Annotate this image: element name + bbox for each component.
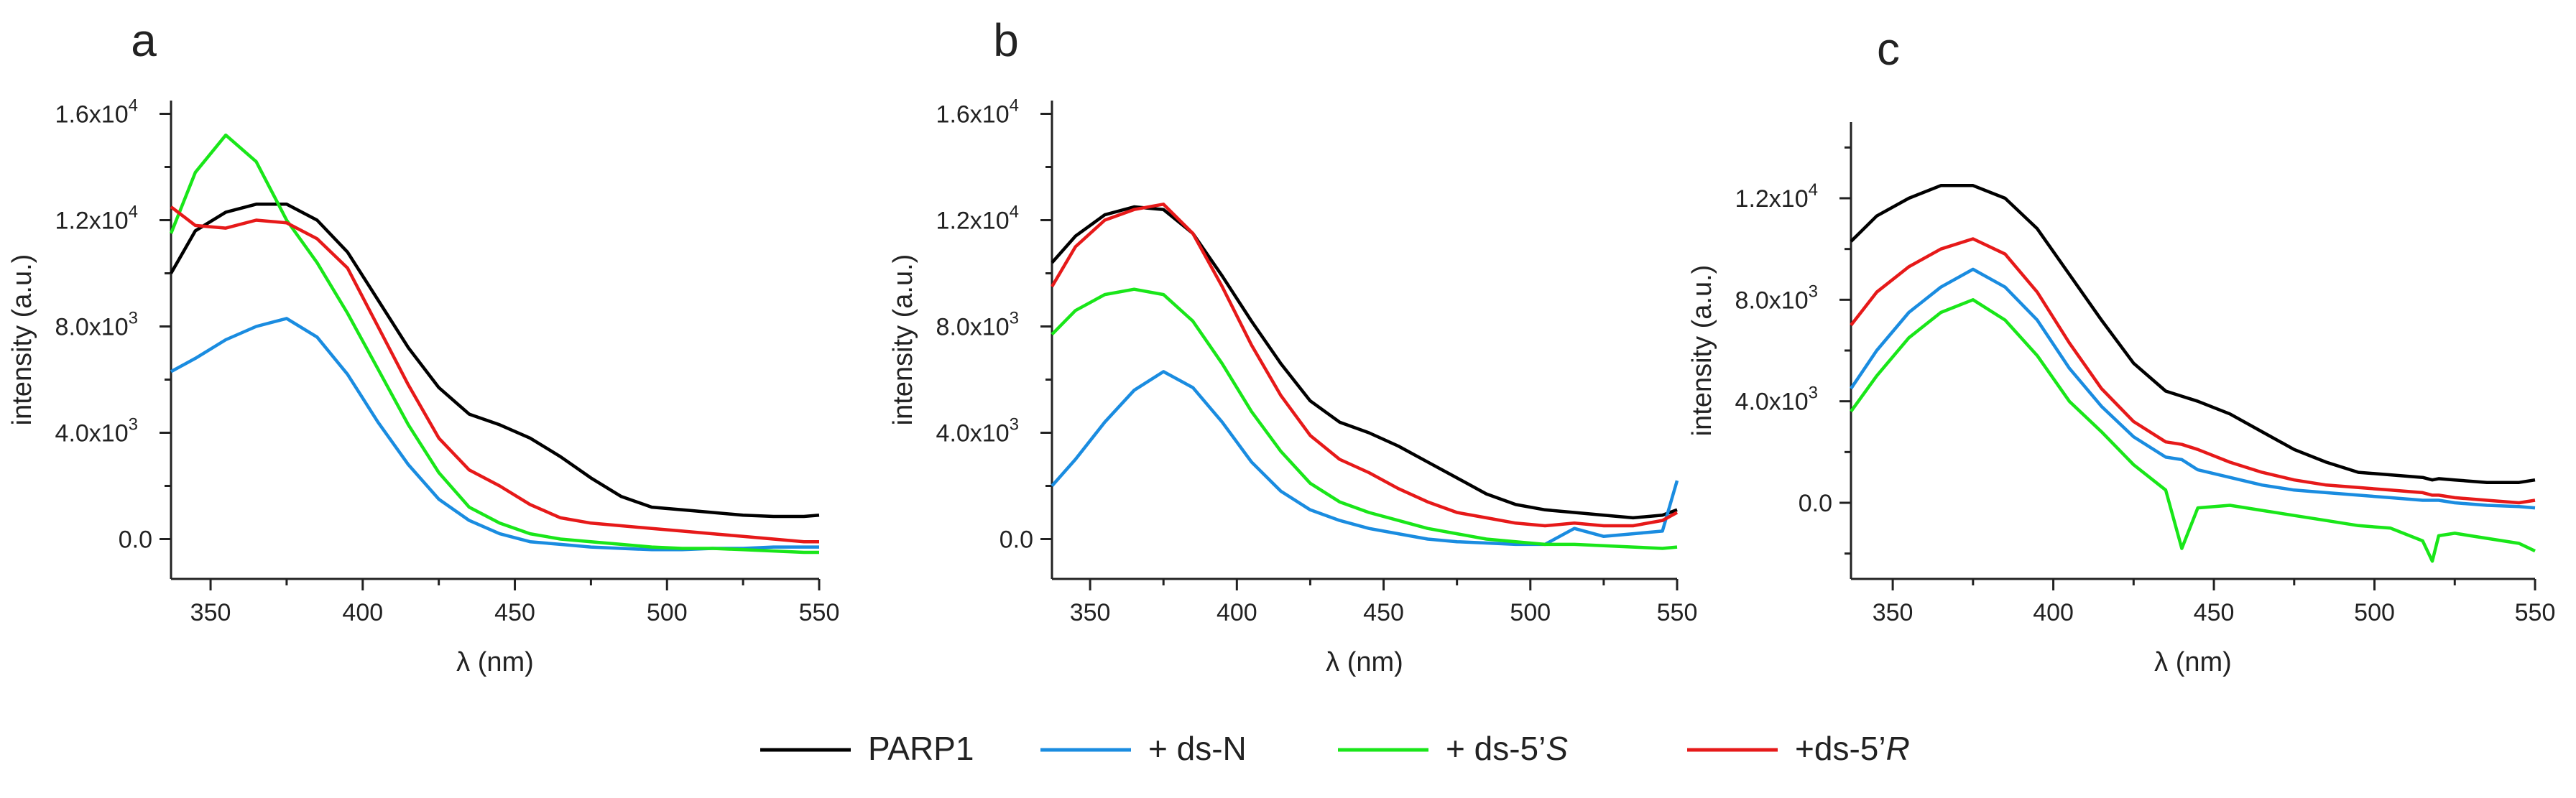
x-tick-label: 400 <box>342 599 383 626</box>
series-line-ds-5r <box>170 205 819 544</box>
x-tick-label: 500 <box>2354 599 2395 626</box>
x-tick-label: 350 <box>1070 599 1111 626</box>
chart-panel-c: c 350 400 450 500 550 0.0 4.0x103 8.0x103 1.2x104… <box>1687 23 2555 677</box>
chart-panel-a: a 350 400 450 500 550 0.0 4.0x103 8.0x103 1.2x104… <box>7 14 839 677</box>
y-tick-label: 0.0 <box>1000 526 1033 554</box>
series-line-ds-5s <box>1051 287 1678 550</box>
y-tick-label: 0.0 <box>1799 490 1832 517</box>
legend-item: + ds-N <box>1040 730 1247 767</box>
legend-label: + ds-N <box>1148 730 1247 767</box>
y-axis-label: intensity (a.u.) <box>1687 265 1717 437</box>
y-axis-label: intensity (a.u.) <box>888 254 918 426</box>
series-line-parp1 <box>170 203 820 519</box>
y-tick-label: 1.2x104 <box>936 203 1019 235</box>
panel-label-b: b <box>993 14 1019 66</box>
series-line-ds-5r <box>1051 203 1679 528</box>
panel-label-a: a <box>131 14 157 66</box>
x-tick-label: 550 <box>1657 599 1698 626</box>
legend-label: +ds-5’R <box>1795 730 1910 767</box>
legend-item: +ds-5’R <box>1687 730 1910 767</box>
y-tick-label: 4.0x103 <box>1735 384 1818 416</box>
legend-item: PARP1 <box>760 730 974 767</box>
series-line-parp1 <box>1051 205 1678 520</box>
series-line-ds-n <box>1850 267 2536 510</box>
x-axis-label: λ (nm) <box>456 647 534 677</box>
x-tick-label: 450 <box>494 599 535 626</box>
y-tick-label: 4.0x103 <box>55 415 138 447</box>
y-tick-label: 1.2x104 <box>55 203 138 235</box>
chart-panel-b: b 350 400 450 500 550 0.0 4.0x103 8.0x103 1.2x104… <box>888 14 1697 677</box>
y-tick-label: 8.0x103 <box>936 309 1019 341</box>
series-line-ds-5r <box>1850 237 2536 505</box>
y-tick-label: 8.0x103 <box>1735 282 1818 314</box>
x-axis-label: λ (nm) <box>2154 647 2232 677</box>
y-tick-label: 1.6x104 <box>936 96 1019 129</box>
series-line-ds-n <box>170 317 819 552</box>
x-tick-label: 550 <box>2515 599 2556 626</box>
x-tick-label: 500 <box>1510 599 1551 626</box>
y-tick-label: 1.6x104 <box>55 96 138 129</box>
x-tick-label: 350 <box>1873 599 1913 626</box>
y-tick-label: 8.0x103 <box>55 309 138 341</box>
panel-label-c: c <box>1877 23 1900 75</box>
y-tick-label: 4.0x103 <box>936 415 1019 447</box>
y-tick-label: 1.2x104 <box>1735 180 1818 213</box>
series-line-ds-5s <box>169 133 819 555</box>
series-line-ds-n <box>1051 370 1679 547</box>
x-tick-label: 550 <box>799 599 840 626</box>
x-tick-label: 400 <box>2033 599 2074 626</box>
x-tick-label: 350 <box>190 599 231 626</box>
x-tick-label: 500 <box>647 599 688 626</box>
series-line-ds-5s <box>1850 298 2536 563</box>
legend-item: + ds-5’S <box>1338 730 1568 767</box>
y-axis-label: intensity (a.u.) <box>7 254 37 426</box>
series-line-parp1 <box>1850 184 2536 484</box>
legend: PARP1 + ds-N + ds-5’S +ds-5’R <box>760 730 1910 767</box>
x-tick-label: 450 <box>2194 599 2235 626</box>
legend-label: + ds-5’S <box>1446 730 1568 767</box>
legend-label: PARP1 <box>868 730 974 767</box>
y-tick-label: 0.0 <box>119 526 152 554</box>
x-axis-label: λ (nm) <box>1326 647 1403 677</box>
x-tick-label: 400 <box>1217 599 1257 626</box>
x-tick-label: 450 <box>1363 599 1404 626</box>
